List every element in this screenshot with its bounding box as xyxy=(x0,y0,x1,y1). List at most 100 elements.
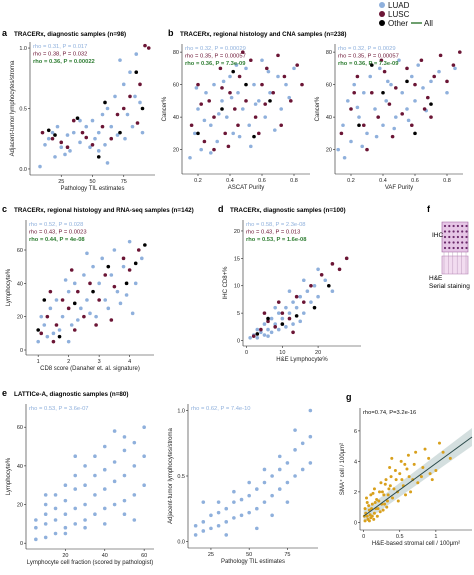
y-tick-label: 60 xyxy=(17,248,23,254)
point-lusc xyxy=(438,53,443,58)
point-lusc xyxy=(136,248,141,252)
panel-b-title: TRACERx, regional histology and CNA samp… xyxy=(180,31,347,38)
point-luad xyxy=(94,314,98,319)
legend-other-label: Other xyxy=(388,19,408,28)
point-luad xyxy=(232,516,236,520)
point-luad xyxy=(63,512,68,516)
point-luad xyxy=(193,131,197,136)
ihc-stain-dots xyxy=(443,224,468,250)
point-lusc xyxy=(60,298,65,302)
point-luad xyxy=(43,142,47,147)
y-tick-label: 80 xyxy=(173,50,179,56)
point-luad xyxy=(73,522,78,526)
point-luad xyxy=(73,506,78,511)
point-luad xyxy=(247,480,251,485)
point-luad xyxy=(122,473,127,478)
point-luad xyxy=(204,90,208,95)
point-luad xyxy=(63,483,68,488)
point-lusc xyxy=(103,273,108,277)
point-luad xyxy=(138,100,142,105)
legend-lusc-dot xyxy=(379,11,385,17)
point-luad xyxy=(262,322,267,326)
point-lusc xyxy=(276,300,281,304)
point-gold xyxy=(365,514,369,518)
point-luad xyxy=(134,52,139,56)
y-tick-label: 20 xyxy=(17,503,23,509)
y-tick-label: 0 xyxy=(20,348,23,354)
point-lusc xyxy=(413,82,417,87)
x-tick-label: 4 xyxy=(128,359,131,365)
point-luad xyxy=(217,112,221,116)
point-other xyxy=(370,63,374,67)
point-luad xyxy=(73,454,78,459)
point-luad xyxy=(284,82,288,87)
point-gold xyxy=(372,511,376,515)
point-gold xyxy=(370,514,374,518)
point-luad xyxy=(93,512,97,516)
point-gold xyxy=(421,465,425,469)
ihc-stain-dot xyxy=(465,224,468,228)
y-axis-label: Cancer% xyxy=(315,96,321,121)
point-gold xyxy=(419,475,423,479)
point-luad xyxy=(127,239,132,244)
point-luad xyxy=(91,264,95,269)
point-luad xyxy=(132,440,137,445)
y-tick-label: 20 xyxy=(234,229,240,235)
point-lusc xyxy=(228,90,232,95)
point-luad xyxy=(128,70,132,75)
panel-g-letter: g xyxy=(346,392,352,402)
point-gold xyxy=(372,517,376,521)
point-other xyxy=(327,283,331,288)
point-luad xyxy=(293,474,297,478)
point-lusc xyxy=(458,50,462,54)
point-gold xyxy=(389,475,393,479)
point-luad xyxy=(234,63,239,67)
point-gold xyxy=(371,491,375,495)
point-lusc xyxy=(379,58,384,63)
point-gold xyxy=(416,481,420,485)
point-luad xyxy=(66,289,71,294)
point-luad xyxy=(112,460,117,464)
stat-label-all: rho = 0.44, P = 4e-08 xyxy=(29,237,85,243)
y-tick-label: 60 xyxy=(173,83,179,89)
point-luad xyxy=(193,533,198,537)
point-gold xyxy=(400,478,404,482)
chart-b2: 0.2 0.4 0.6 0.8 20 40 60 80 VAF Purity Cancer% rho… xyxy=(315,44,463,191)
point-lusc xyxy=(451,63,456,67)
point-lusc xyxy=(128,94,132,99)
point-lusc xyxy=(48,289,53,294)
point-luad xyxy=(453,66,457,71)
x-tick-label: 0 xyxy=(245,350,248,356)
point-luad xyxy=(133,94,137,99)
x-tick-label: 0.2 xyxy=(347,178,355,184)
point-luad xyxy=(437,69,441,74)
point-luad xyxy=(132,464,137,468)
point-lusc xyxy=(121,106,126,111)
chart-e2: 25 50 75 0.0 0.5 1.0 Pathology TIL estimates Ad… xyxy=(168,404,318,565)
panel-c-letter: c xyxy=(2,204,7,214)
point-lusc xyxy=(69,268,74,272)
point-lusc xyxy=(138,82,142,87)
point-luad xyxy=(257,99,261,103)
point-luad xyxy=(90,118,95,123)
point-luad xyxy=(132,518,137,522)
panel-e-letter: e xyxy=(2,388,7,398)
point-luad xyxy=(253,102,258,106)
point-luad xyxy=(400,90,405,95)
point-luad xyxy=(201,529,206,533)
point-luad xyxy=(83,483,87,488)
point-luad xyxy=(349,139,353,144)
point-luad xyxy=(445,90,449,95)
point-lusc xyxy=(50,136,55,141)
point-lusc xyxy=(362,123,366,128)
point-luad xyxy=(85,298,89,302)
point-gold xyxy=(379,481,383,485)
ihc-stain-dot xyxy=(448,224,451,228)
panel-c-title: TRACERx, regional histology and RNA-seq … xyxy=(14,207,194,214)
point-other xyxy=(72,301,77,306)
point-gold xyxy=(412,462,416,466)
point-luad xyxy=(83,525,87,530)
point-luad xyxy=(209,123,213,128)
point-luad xyxy=(215,139,219,144)
